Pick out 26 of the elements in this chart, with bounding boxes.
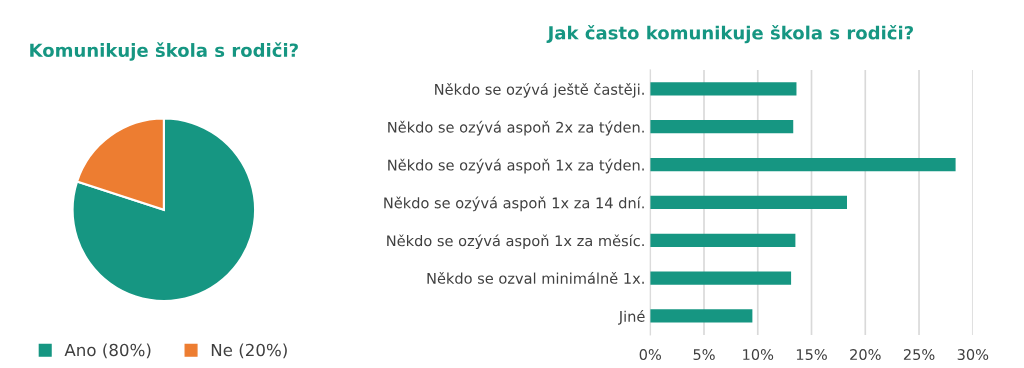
y-tick-label: Někdo se ozývá ještě častěji.: [435, 83, 644, 98]
y-tick-label: Jiné: [618, 310, 645, 325]
chart-title: Komunikuje škola s rodiči?: [30, 42, 298, 61]
bar: [650, 309, 753, 323]
bar: [650, 157, 956, 172]
y-tick-label: Někdo se ozývá aspoň 1x za měsíc.: [387, 234, 644, 250]
y-tick-label: Někdo se ozývá aspoň 1x za týden.: [388, 158, 644, 174]
x-tick-label: 0%: [639, 349, 661, 361]
x-tick-label: 30%: [957, 349, 989, 361]
bar: [650, 271, 792, 285]
x-tick-label: 5%: [693, 349, 715, 361]
bar: [650, 120, 794, 134]
legend-label: Ano (80%): [64, 343, 151, 359]
x-tick-label: 25%: [903, 349, 935, 361]
x-tick-label: 20%: [850, 349, 881, 361]
x-tick-label: 10%: [743, 349, 774, 361]
x-tick-label: 15%: [796, 349, 827, 361]
y-tick-label: Někdo se ozývá aspoň 2x za týden.: [388, 120, 644, 136]
pie-slice: [71, 117, 257, 303]
y-tick-label: Někdo se ozývá aspoň 1x za 14 dní.: [384, 196, 644, 212]
legend-label: Ne (20%): [211, 343, 287, 359]
bar: [650, 195, 847, 210]
bar: [650, 82, 797, 96]
y-tick-label: Někdo se ozval minimálně 1x.: [427, 271, 644, 284]
bar: [650, 233, 796, 247]
chart-title: Jak často komunikuje škola s rodiči?: [546, 24, 913, 44]
